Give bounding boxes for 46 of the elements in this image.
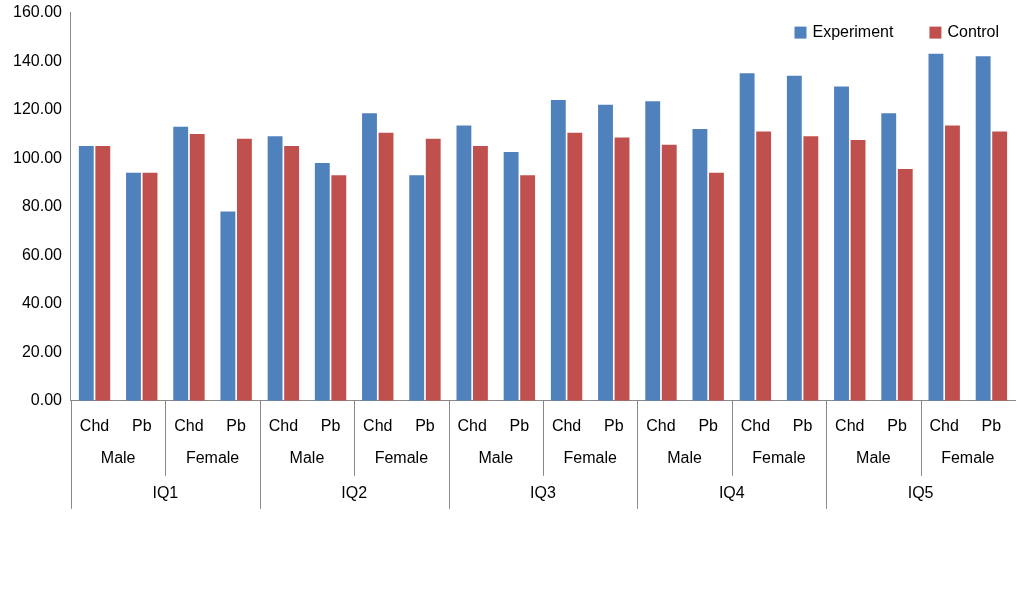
text: Female xyxy=(185,449,240,467)
text: Female xyxy=(752,449,806,467)
y-tick-label: 160.00 xyxy=(13,3,63,21)
text: Male xyxy=(856,449,891,467)
y-tick-label: 120.00 xyxy=(13,100,63,118)
x-tick-label: Chd xyxy=(740,416,771,434)
x-tick-label: Pb xyxy=(226,416,247,434)
x-tick-label: Chd xyxy=(457,416,487,434)
text: IQ5 xyxy=(907,484,934,502)
x-tick-label: Chd xyxy=(79,416,110,434)
y-tick-label: 140.00 xyxy=(13,51,63,69)
text: Male xyxy=(667,449,703,467)
legend-label: Experiment xyxy=(812,23,894,41)
text: IQ3 xyxy=(530,484,556,502)
x-tick-label: Pb xyxy=(509,416,530,434)
x-tick-label: Pb xyxy=(415,416,435,434)
x-tick-label: Pb xyxy=(887,416,907,434)
y-tick-label: 60.00 xyxy=(21,245,63,263)
x-tick-label: Chd xyxy=(174,416,204,434)
x-tick-label: Chd xyxy=(363,416,393,434)
y-tick-label: 80.00 xyxy=(21,197,63,215)
x-tick-label: Chd xyxy=(835,416,865,434)
text: Male xyxy=(100,449,136,467)
y-tick-label: 40.00 xyxy=(21,294,63,312)
x-tick-label: Chd xyxy=(551,416,582,434)
x-tick-label: Pb xyxy=(320,416,341,434)
text: IQ2 xyxy=(341,484,368,502)
x-tick-label: Chd xyxy=(646,416,676,434)
y-tick-label: 0.00 xyxy=(30,391,63,409)
text: Male xyxy=(478,449,514,467)
x-tick-label: Pb xyxy=(792,416,813,434)
text: Female xyxy=(941,449,995,467)
text: Male xyxy=(289,449,325,467)
text: IQ1 xyxy=(152,484,179,502)
text: Female xyxy=(374,449,429,467)
x-tick-label: Pb xyxy=(131,416,152,434)
text: IQ4 xyxy=(718,484,745,502)
legend-label: Control xyxy=(947,23,999,41)
x-tick-label: Chd xyxy=(929,416,959,434)
x-tick-label: Pb xyxy=(603,416,624,434)
text: Female xyxy=(563,449,617,467)
y-tick-label: 20.00 xyxy=(21,342,63,360)
x-tick-label: Pb xyxy=(698,416,719,434)
y-tick-label: 100.00 xyxy=(13,148,63,166)
x-tick-label: Chd xyxy=(268,416,299,434)
x-tick-label: Pb xyxy=(981,416,1002,434)
